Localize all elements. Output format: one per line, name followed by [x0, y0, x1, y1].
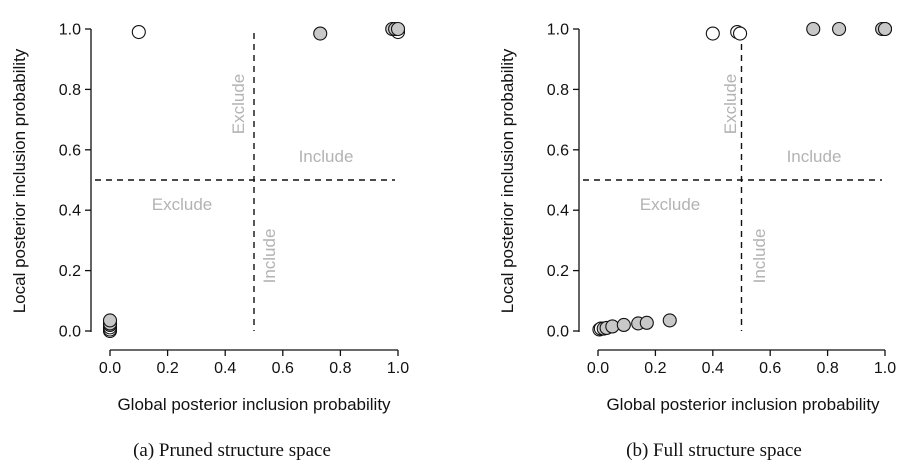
quadrant-label-right-include: Include — [787, 147, 842, 166]
data-point-filled — [662, 313, 677, 328]
x-tick-label: 0.6 — [272, 360, 294, 377]
x-tick-label: 0.0 — [99, 360, 121, 377]
x-tick-label: 1.0 — [874, 360, 896, 377]
y-tick-label: 0.4 — [59, 203, 81, 220]
x-tick-label: 0.8 — [816, 360, 838, 377]
x-tick-label: 0.4 — [702, 360, 724, 377]
y-tick-label: 0.6 — [547, 142, 569, 159]
y-tick-label: 0.0 — [59, 324, 81, 341]
data-point-open — [705, 26, 720, 41]
panel-b: 0.0 0.2 0.4 0.6 0.8 1.0 0.0 0.2 0.4 0.6 0.8 1.0 Lo… — [498, 22, 896, 462]
quadrant-label-left-exclude: Exclude — [152, 195, 212, 214]
quadrant-label-left-exclude: Exclude — [640, 195, 700, 214]
y-tick-label: 0.2 — [547, 263, 569, 280]
data-point-filled — [390, 21, 406, 37]
data-point-filled — [313, 26, 328, 41]
y-axis: 0.0 0.2 0.4 0.6 0.8 1.0 — [59, 22, 92, 341]
y-axis-label: Local posterior inclusion probability — [498, 48, 517, 313]
data-points — [102, 21, 406, 339]
y-tick-label: 0.8 — [59, 82, 81, 99]
data-point-filled — [639, 315, 654, 330]
y-tick-label: 0.8 — [547, 82, 569, 99]
data-point-filled — [832, 21, 847, 37]
x-tick-label: 0.8 — [329, 360, 351, 377]
x-axis-label: Global posterior inclusion probability — [606, 395, 880, 414]
data-point-filled — [616, 317, 631, 333]
data-point-filled — [605, 319, 620, 334]
x-tick-label: 0.2 — [156, 360, 178, 377]
threshold-lines — [583, 33, 882, 331]
quadrant-label-upper-exclude: Exclude — [721, 74, 740, 134]
caption-a: (a) Pruned structure space — [133, 440, 331, 461]
x-axis: 0.0 0.2 0.4 0.6 0.8 1.0 — [99, 349, 409, 377]
caption-b: (b) Full structure space — [626, 440, 802, 461]
y-axis: 0.0 0.2 0.4 0.6 0.8 1.0 — [547, 22, 580, 341]
y-tick-label: 0.4 — [547, 203, 569, 220]
y-axis-label: Local posterior inclusion probability — [10, 48, 29, 313]
data-point-filled — [806, 21, 821, 37]
x-tick-label: 0.4 — [214, 360, 236, 377]
quadrant-label-lower-include: Include — [260, 229, 279, 284]
x-tick-label: 0.2 — [644, 360, 666, 377]
quadrant-label-lower-include: Include — [750, 229, 769, 284]
data-points — [592, 21, 893, 337]
data-point-open — [733, 26, 748, 41]
data-point-open — [131, 24, 146, 40]
y-tick-label: 0.2 — [59, 263, 81, 280]
y-tick-label: 1.0 — [59, 22, 81, 39]
threshold-lines — [95, 33, 395, 331]
panel-a: 0.0 0.2 0.4 0.6 0.8 1.0 0.0 0.2 0.4 0.6 0.8 1.0 Lo… — [10, 22, 409, 462]
x-axis-label: Global posterior inclusion probability — [117, 395, 391, 414]
quadrant-label-upper-exclude: Exclude — [229, 74, 248, 134]
y-tick-label: 1.0 — [547, 22, 569, 39]
data-point-filled — [102, 313, 118, 328]
x-tick-label: 0.0 — [587, 360, 609, 377]
x-tick-label: 0.6 — [759, 360, 781, 377]
x-tick-label: 1.0 — [387, 360, 409, 377]
data-point-filled — [877, 21, 893, 37]
x-axis: 0.0 0.2 0.4 0.6 0.8 1.0 — [587, 349, 896, 377]
quadrant-label-right-include: Include — [299, 147, 354, 166]
y-tick-label: 0.0 — [547, 324, 569, 341]
y-tick-label: 0.6 — [59, 142, 81, 159]
